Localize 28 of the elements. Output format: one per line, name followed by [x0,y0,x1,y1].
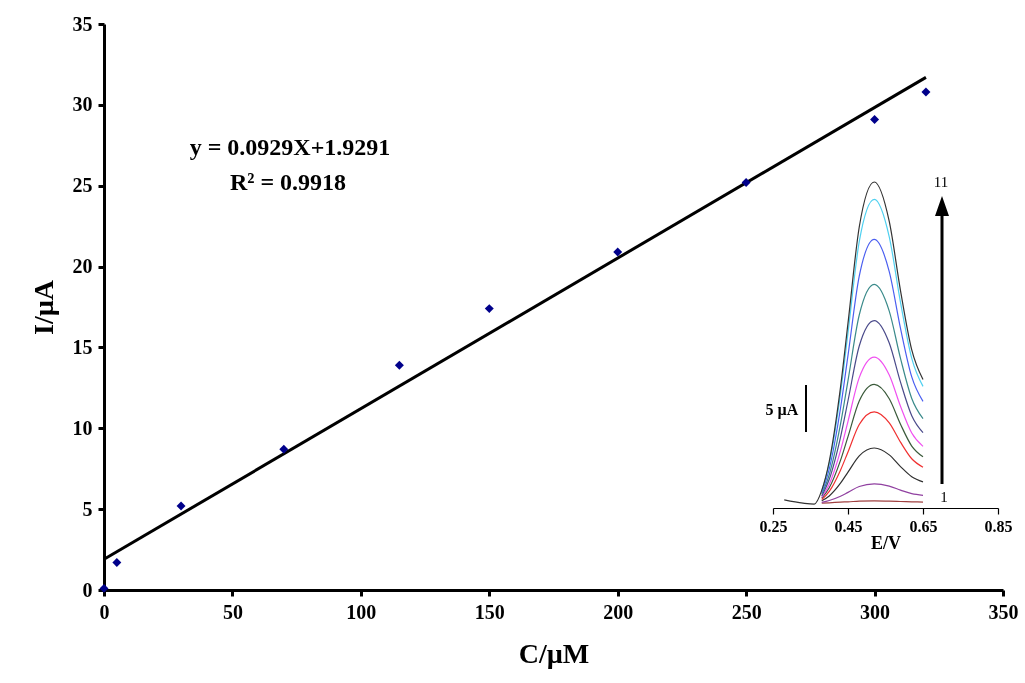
x-tick-label: 0.45 [834,517,863,535]
x-tick-label: 0.85 [984,517,1013,535]
y-tick-label: 15 [72,335,93,358]
y-tick-label: 10 [72,416,93,439]
x-tick-label: 150 [474,600,505,623]
y-tick-label: 5 [82,497,93,520]
annotation: 11 [933,174,949,190]
x-tick-label: 100 [346,600,377,623]
y-tick-label: 35 [72,12,93,35]
y-tick-label: 25 [72,174,93,197]
y-tick-label: 30 [72,93,93,116]
x-tick-label: 300 [860,600,891,623]
x-tick-label: 350 [988,600,1019,623]
annotation: y = 0.0929X+1.9291 [189,134,391,160]
x-axis-title: E/V [870,532,902,553]
x-axis-title: C/µM [518,637,590,669]
annotation: 5 µA [765,401,799,419]
annotation: R² = 0.9918 [229,169,347,195]
y-axis-title: I/µA [27,279,59,336]
x-tick-label: 50 [222,600,243,623]
y-tick-label: 20 [72,255,93,278]
y-tick-label: 0 [82,578,93,601]
x-tick-label: 0 [99,600,110,623]
x-tick-label: 200 [603,600,634,623]
x-tick-label: 0.65 [909,517,938,535]
annotation: 1 [940,489,948,505]
x-tick-label: 0.25 [759,517,788,535]
x-tick-label: 250 [731,600,762,623]
